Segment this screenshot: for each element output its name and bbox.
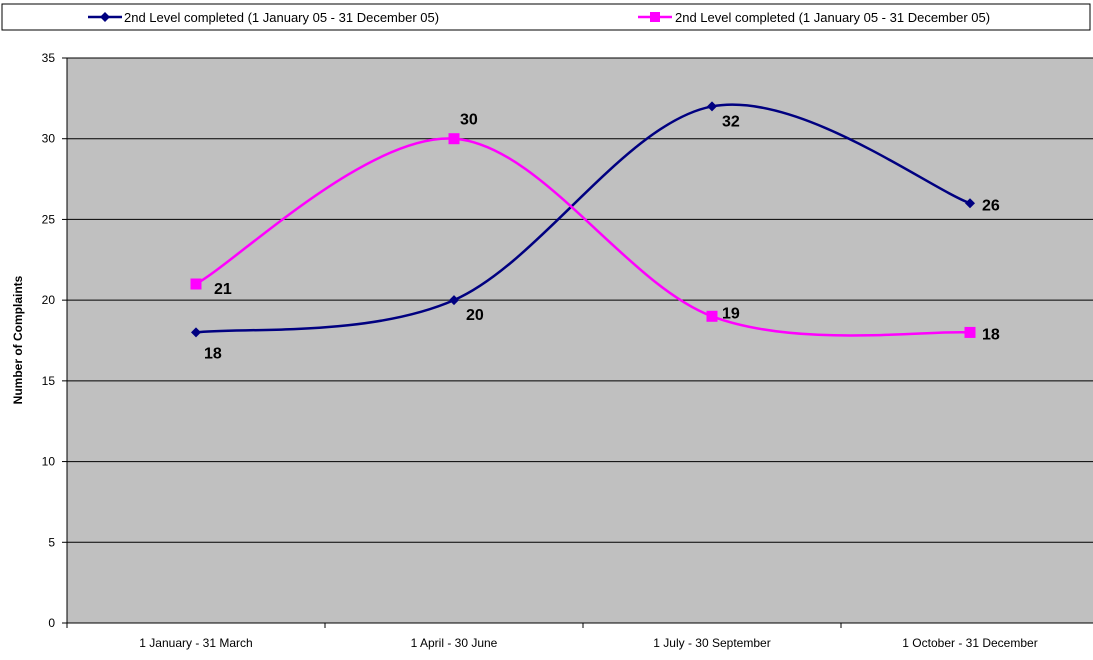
- y-tick-label-35: 35: [42, 51, 56, 65]
- legend-item-series-1: 2nd Level completed (1 January 05 - 31 D…: [88, 10, 439, 25]
- legend-marker-diamond-icon: [100, 12, 110, 22]
- y-axis-label: Number of Complaints: [11, 275, 25, 404]
- x-tick-label-3: 1 July - 30 September: [653, 636, 770, 650]
- series-1-line: [195, 103, 971, 334]
- series-2-line: [195, 137, 971, 337]
- y-tick-label-30: 30: [42, 132, 56, 146]
- series-2-point-2: [448, 133, 460, 145]
- series-1-data-label-2: 20: [466, 307, 484, 324]
- series-2-point-4: [964, 326, 976, 338]
- gridlines: [67, 57, 1093, 543]
- legend-item-series-2: 2nd Level completed (1 January 05 - 31 D…: [638, 10, 990, 25]
- series-2-point-1: [190, 278, 202, 290]
- y-tick-label-20: 20: [42, 293, 56, 307]
- y-axis-ticks: 0 5 10 15 20 25 30 35: [42, 51, 67, 630]
- x-tick-label-4: 1 October - 31 December: [902, 636, 1037, 650]
- series-2-point-3: [706, 310, 718, 322]
- y-tick-label-5: 5: [48, 535, 55, 549]
- series-markers: [190, 101, 976, 338]
- x-axis-ticks: 1 January - 31 March 1 April - 30 June 1 J…: [66, 623, 1038, 650]
- y-tick-label-15: 15: [42, 374, 56, 388]
- legend-box: [1, 3, 1091, 31]
- series-1-point-3: [707, 101, 717, 112]
- series-1-point-2: [449, 295, 459, 306]
- legend: 2nd Level completed (1 January 05 - 31 D…: [1, 3, 1091, 31]
- legend-label-series-2: 2nd Level completed (1 January 05 - 31 D…: [675, 10, 990, 25]
- series-1-point-4: [965, 198, 975, 209]
- series-1-point-1: [191, 327, 201, 338]
- y-tick-label-0: 0: [48, 616, 55, 630]
- series-lines: [195, 103, 971, 337]
- plot-area: [67, 58, 1093, 623]
- series-2-data-label-2: 30: [460, 112, 478, 129]
- series-2-data-label-4: 18: [982, 326, 1000, 343]
- series-1-data-label-1: 18: [204, 345, 222, 362]
- x-tick-label-2: 1 April - 30 June: [411, 636, 498, 650]
- legend-label-series-1: 2nd Level completed (1 January 05 - 31 D…: [124, 10, 439, 25]
- series-2-data-label-1: 21: [214, 281, 232, 298]
- data-labels: 18 20 32 26 21 30 19 18: [204, 112, 1000, 363]
- y-tick-label-10: 10: [42, 455, 56, 469]
- y-tick-label-25: 25: [42, 212, 56, 226]
- legend-marker-square-icon: [650, 12, 660, 22]
- series-1-data-label-4: 26: [982, 197, 1000, 214]
- x-tick-label-1: 1 January - 31 March: [139, 636, 252, 650]
- series-1-data-label-3: 32: [722, 113, 740, 130]
- series-2-data-label-3: 19: [722, 305, 740, 322]
